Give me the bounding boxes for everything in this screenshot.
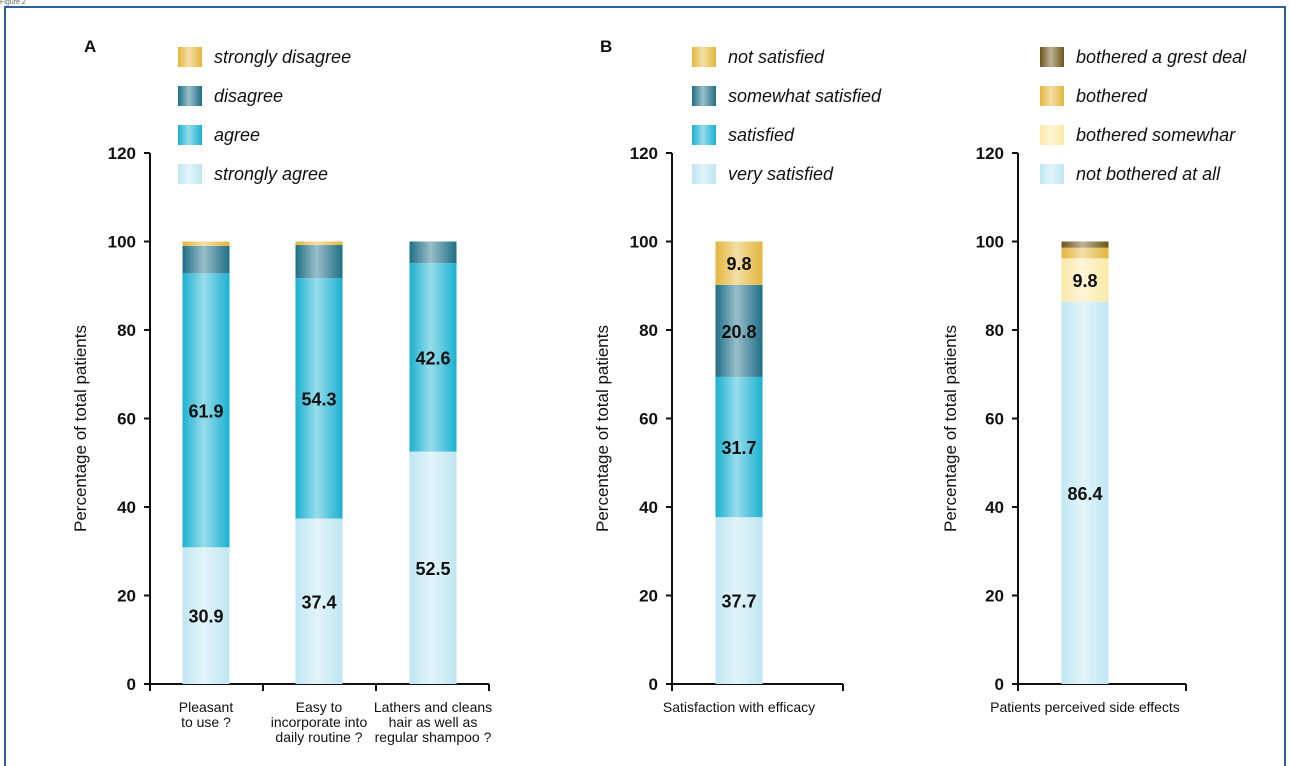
- bar-segment-bothered-a-grest-deal: [1061, 241, 1109, 248]
- legend-swatch: [1040, 164, 1064, 184]
- data-label: 61.9: [188, 401, 223, 421]
- legend-swatch: [178, 164, 202, 184]
- x-category-label: Satisfaction with efficacy: [663, 699, 815, 715]
- legend-label: very satisfied: [728, 164, 834, 184]
- bar-segment-disagree: [409, 241, 457, 264]
- y-tick-label: 20: [985, 587, 1004, 606]
- y-tick-label: 100: [108, 233, 136, 252]
- bar-segment-satisfied: [715, 376, 763, 518]
- legend-swatch: [1040, 47, 1064, 67]
- y-tick-label: 20: [639, 587, 658, 606]
- bar-segment-disagree: [295, 245, 343, 279]
- legend-swatch: [178, 47, 202, 67]
- bar-segment-not-satisfied: [715, 241, 763, 285]
- legend-label: not satisfied: [728, 47, 825, 67]
- legend-label: somewhat satisfied: [728, 86, 882, 106]
- legend-swatch: [692, 125, 716, 145]
- x-category-label: hair as well as: [389, 714, 478, 730]
- data-label: 9.8: [726, 254, 751, 274]
- legend-label: bothered: [1076, 86, 1148, 106]
- data-label: 37.4: [301, 592, 336, 612]
- y-tick-label: 120: [976, 144, 1004, 163]
- data-label: 31.7: [721, 438, 756, 458]
- legend-label: disagree: [214, 86, 283, 106]
- bar-segment-not-bothered-at-all: [1061, 301, 1109, 684]
- y-tick-label: 40: [985, 498, 1004, 517]
- y-axis-label: Percentage of total patients: [593, 325, 612, 532]
- data-label: 9.8: [1072, 271, 1097, 291]
- chart-panel-3: bothered a grest deal bothered bothered so…: [941, 47, 1247, 715]
- data-label: 52.5: [415, 559, 450, 579]
- y-tick-label: 80: [985, 321, 1004, 340]
- panel-letter: B: [600, 37, 612, 56]
- bar-segment-strongly-disagree: [295, 241, 343, 246]
- legend-swatch: [178, 125, 202, 145]
- legend-swatch: [692, 86, 716, 106]
- data-label: 86.4: [1067, 484, 1102, 504]
- x-category-label: Patients perceived side effects: [990, 699, 1180, 715]
- bar-segment-somewhat-satisfied: [715, 284, 763, 377]
- y-tick-label: 60: [639, 410, 658, 429]
- y-tick-label: 120: [630, 144, 658, 163]
- bar-segment-strongly-agree: [409, 451, 457, 684]
- legend-swatch: [692, 164, 716, 184]
- bar-segment-agree: [409, 263, 457, 452]
- figure-caption: Figure 2: [0, 0, 26, 6]
- y-tick-label: 80: [117, 321, 136, 340]
- data-label: 30.9: [188, 607, 223, 627]
- y-tick-label: 60: [985, 410, 1004, 429]
- legend-label: bothered a grest deal: [1076, 47, 1247, 67]
- bar-segment-strongly-agree: [182, 547, 230, 684]
- y-tick-label: 80: [639, 321, 658, 340]
- x-category-label: incorporate into: [271, 714, 368, 730]
- bar-segment-very-satisfied: [715, 517, 763, 684]
- legend-label: bothered somewhar: [1076, 125, 1236, 145]
- y-tick-label: 20: [117, 587, 136, 606]
- data-label: 54.3: [301, 389, 336, 409]
- legend-label: not bothered at all: [1076, 164, 1221, 184]
- y-tick-label: 0: [649, 675, 658, 694]
- legend-label: agree: [214, 125, 260, 145]
- legend-swatch: [692, 47, 716, 67]
- legend-label: strongly disagree: [214, 47, 351, 67]
- x-category-label: Pleasant: [179, 699, 234, 715]
- y-tick-label: 40: [639, 498, 658, 517]
- x-category-label: Lathers and cleans: [374, 699, 492, 715]
- y-tick-label: 120: [108, 144, 136, 163]
- y-tick-label: 0: [127, 675, 136, 694]
- legend-swatch: [1040, 125, 1064, 145]
- data-label: 42.6: [415, 348, 450, 368]
- y-tick-label: 100: [630, 233, 658, 252]
- y-tick-label: 100: [976, 233, 1004, 252]
- y-tick-label: 0: [995, 675, 1004, 694]
- bar-segment-disagree: [182, 245, 230, 274]
- data-label: 20.8: [721, 322, 756, 342]
- y-axis-label: Percentage of total patients: [941, 325, 960, 532]
- x-category-label: daily routine ?: [275, 729, 362, 745]
- panel-letter: A: [84, 37, 96, 56]
- x-category-label: Easy to: [296, 699, 343, 715]
- figure-frame: [4, 6, 1286, 766]
- x-category-label: to use ?: [181, 714, 231, 730]
- y-tick-label: 60: [117, 410, 136, 429]
- y-tick-label: 40: [117, 498, 136, 517]
- legend-label: strongly agree: [214, 164, 328, 184]
- legend-swatch: [178, 86, 202, 106]
- legend-label: satisfied: [728, 125, 795, 145]
- legend-swatch: [1040, 86, 1064, 106]
- bar-segment-agree: [182, 273, 230, 548]
- y-axis-label: Percentage of total patients: [71, 325, 90, 532]
- bar-segment-agree: [295, 278, 343, 519]
- x-category-label: regular shampoo ?: [375, 729, 492, 745]
- bar-segment-strongly-agree: [295, 518, 343, 684]
- bar-segment-bothered: [1061, 247, 1109, 259]
- bar-segment-strongly-disagree: [182, 241, 230, 246]
- bar-segment-bothered-somewhar: [1061, 258, 1109, 302]
- data-label: 37.7: [721, 592, 756, 612]
